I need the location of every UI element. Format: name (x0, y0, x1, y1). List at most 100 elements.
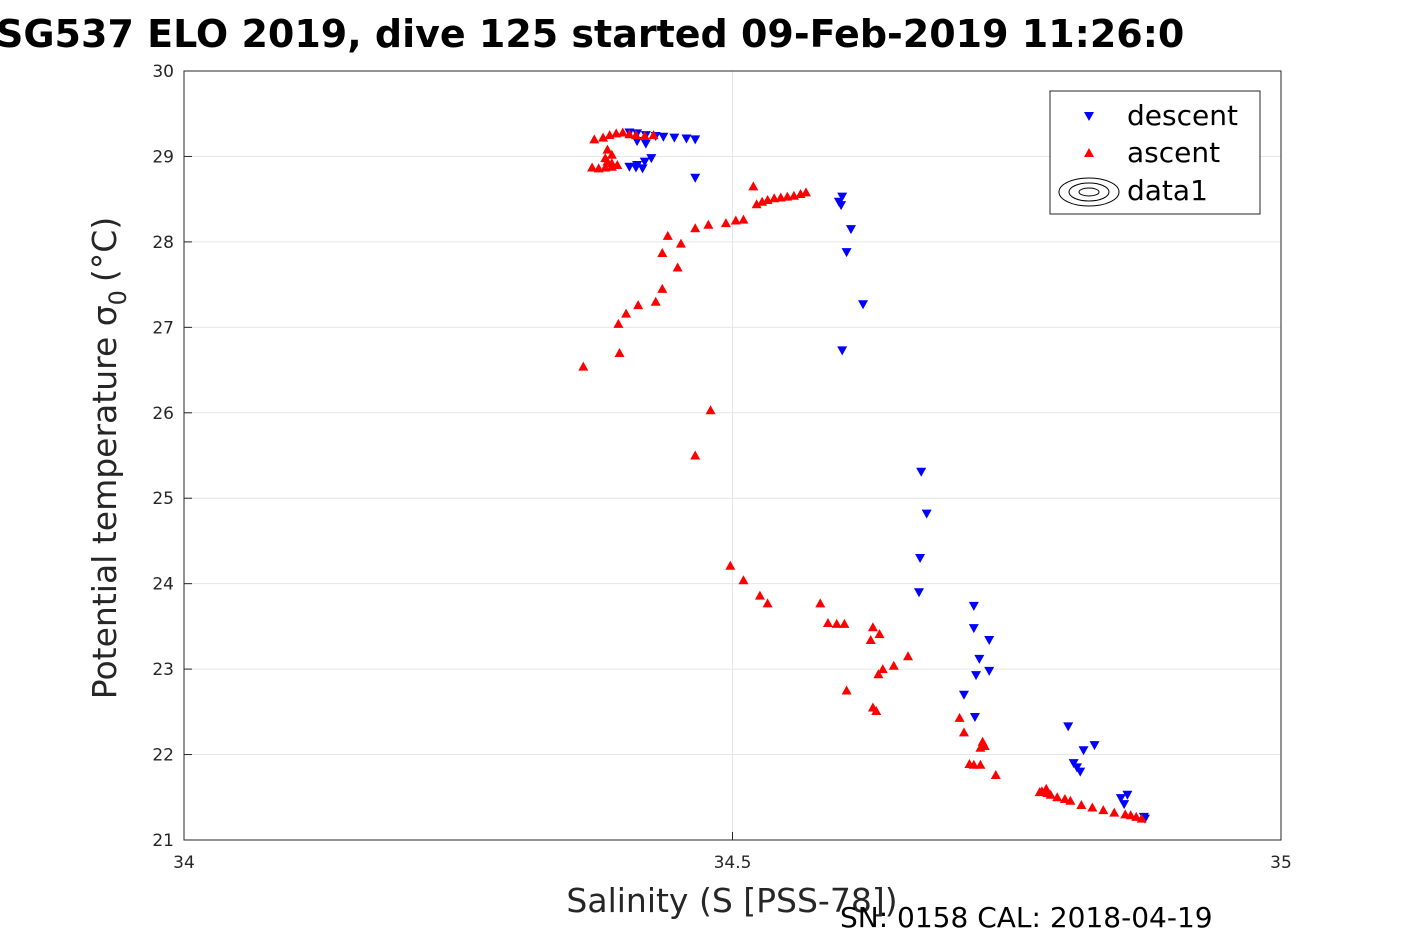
ascent-point (800, 187, 811, 197)
descent-point (639, 157, 650, 167)
y-tick-label: 27 (152, 318, 174, 338)
descent-point (632, 137, 643, 147)
y-tick-label: 23 (152, 660, 174, 680)
ascent-point (606, 149, 617, 159)
ascent-point (762, 598, 773, 608)
descent-point (1063, 722, 1074, 732)
descent-series (624, 128, 1150, 824)
ascent-point (958, 727, 969, 737)
ascent-point (613, 318, 624, 328)
ascent-point (867, 622, 878, 632)
ascent-point (769, 193, 780, 203)
x-tick-label: 34 (173, 853, 195, 873)
ascent-point (606, 161, 617, 171)
ascent-point (602, 144, 613, 154)
descent-point (669, 133, 680, 143)
descent-point (858, 300, 869, 310)
x-tick-label: 34.5 (714, 853, 752, 873)
y-tick-label: 29 (152, 147, 174, 167)
legend-descent-marker (1084, 112, 1094, 121)
ascent-point (748, 181, 759, 191)
descent-point (916, 467, 927, 477)
descent-point (637, 164, 648, 174)
y-tick-label: 21 (152, 831, 174, 851)
legend-ascent-marker (1084, 148, 1094, 157)
ascent-point (874, 629, 885, 639)
ascent-point (624, 129, 635, 139)
descent-point (837, 346, 848, 356)
ascent-point (738, 575, 749, 585)
ascent-point (877, 664, 888, 674)
descent-point (1122, 790, 1133, 800)
ascent-point (831, 618, 842, 628)
axis-ticks: 34 34.5 35 21 22 23 24 25 26 27 28 29 30 (152, 62, 1291, 873)
descent-point (690, 135, 701, 145)
ascent-point (1059, 793, 1070, 803)
descent-point (690, 173, 701, 183)
ascent-point (617, 127, 628, 137)
ascent-point (815, 598, 826, 608)
descent-point (921, 509, 932, 519)
ascent-point (873, 669, 884, 679)
ascent-point (903, 651, 914, 661)
descent-point (646, 154, 657, 164)
ascent-point (822, 617, 833, 627)
ascent-point (841, 685, 852, 695)
ascent-point (954, 712, 965, 722)
ascent-point (630, 130, 641, 140)
ascent-point (990, 770, 1001, 780)
ascent-point (657, 247, 668, 257)
ascent-point (1041, 783, 1052, 793)
y-tick-label: 22 (152, 746, 174, 766)
ascent-point (705, 405, 716, 415)
legend-box (1049, 90, 1261, 215)
y-axis-label-subscript: 0 (104, 290, 132, 305)
ascent-point (690, 450, 701, 460)
descent-point (845, 225, 856, 235)
ascent-point (1045, 789, 1056, 799)
descent-point (841, 248, 852, 258)
y-axis-label: Potential temperature σ0 (°C) (85, 217, 132, 699)
ascent-point (1087, 802, 1098, 812)
ascent-series (578, 127, 1147, 823)
ascent-point (775, 192, 786, 202)
ascent-point (650, 296, 661, 306)
ascent-point (738, 214, 749, 224)
descent-point (1119, 800, 1130, 810)
y-tick-label: 24 (152, 575, 174, 595)
ascent-point (690, 223, 701, 233)
ascent-point (587, 162, 598, 172)
ascent-point (633, 300, 644, 310)
ascent-point (754, 590, 765, 600)
ascent-point (1052, 792, 1063, 802)
ascent-point (621, 308, 632, 318)
ascent-point (589, 134, 600, 144)
descent-point (640, 139, 651, 149)
ascent-point (672, 262, 683, 272)
ascent-point (762, 195, 773, 205)
descent-point (984, 636, 995, 646)
legend-data1-label: data1 (1127, 174, 1208, 207)
descent-point (1075, 767, 1086, 777)
ascent-point (871, 705, 882, 715)
calibration-footer: SN: 0158 CAL: 2018-04-19 (840, 901, 1213, 934)
descent-point (915, 554, 926, 564)
ascent-point (703, 219, 714, 229)
ascent-point (1125, 810, 1136, 820)
ascent-point (1076, 799, 1087, 809)
ascent-point (1131, 811, 1142, 821)
ascent-point (757, 196, 768, 206)
y-tick-label: 26 (152, 404, 174, 424)
ascent-point (1065, 795, 1076, 805)
descent-point (1089, 741, 1100, 751)
ascent-point (1136, 813, 1147, 823)
legend-descent-label: descent (1127, 99, 1238, 132)
ascent-point (1109, 807, 1120, 817)
descent-point (971, 671, 982, 681)
descent-point (681, 134, 692, 144)
ascent-point (888, 660, 899, 670)
descent-point (974, 654, 985, 664)
ascent-point (782, 191, 793, 201)
descent-point (1078, 746, 1089, 756)
